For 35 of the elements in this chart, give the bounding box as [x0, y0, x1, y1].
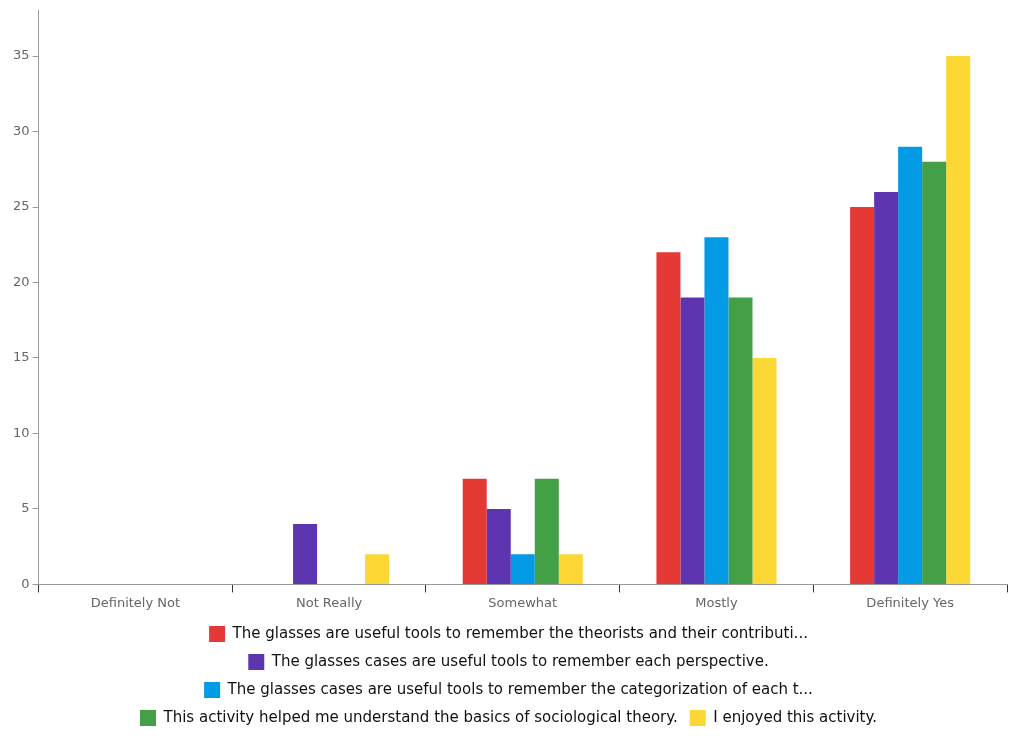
y-tick-label: 30 — [13, 122, 30, 138]
bar — [558, 554, 583, 584]
bar — [874, 191, 899, 584]
legend-label: This activity helped me understand the basics of sociological theory. — [162, 707, 678, 726]
y-tick-label: 10 — [13, 424, 30, 440]
y-tick-label: 15 — [13, 349, 30, 365]
bar — [462, 478, 487, 584]
x-tick-label: Definitely Not — [90, 594, 181, 610]
bar — [486, 508, 511, 584]
bar — [704, 237, 729, 584]
bar — [898, 146, 923, 584]
bar — [922, 161, 947, 584]
bar — [946, 56, 971, 584]
y-tick-label: 35 — [13, 47, 30, 63]
y-tick-label: 20 — [13, 273, 30, 289]
y-tick-label: 5 — [21, 500, 30, 516]
bar — [728, 297, 753, 584]
y-tick-label: 0 — [21, 575, 30, 591]
bar — [656, 252, 681, 584]
bar — [293, 524, 318, 584]
legend-label: I enjoyed this activity. — [713, 707, 877, 726]
x-tick-label: Not Really — [295, 594, 363, 610]
x-tick-label: Definitely Yes — [866, 594, 955, 610]
y-tick-label: 25 — [13, 198, 30, 214]
bar — [680, 297, 705, 584]
bar — [850, 207, 875, 584]
x-tick-label: Mostly — [695, 594, 738, 610]
bar — [510, 554, 535, 584]
bar — [752, 357, 777, 584]
legend-label: The glasses cases are useful tools to remember each perspective. — [270, 651, 769, 670]
legend-label: The glasses cases are useful tools to remember the categorization of each t... — [226, 679, 813, 698]
bar — [534, 478, 559, 584]
x-tick-label: Somewhat — [488, 594, 558, 610]
legend-label: The glasses are useful tools to remember the theorists and their contributi... — [231, 623, 808, 642]
bar — [365, 554, 390, 584]
